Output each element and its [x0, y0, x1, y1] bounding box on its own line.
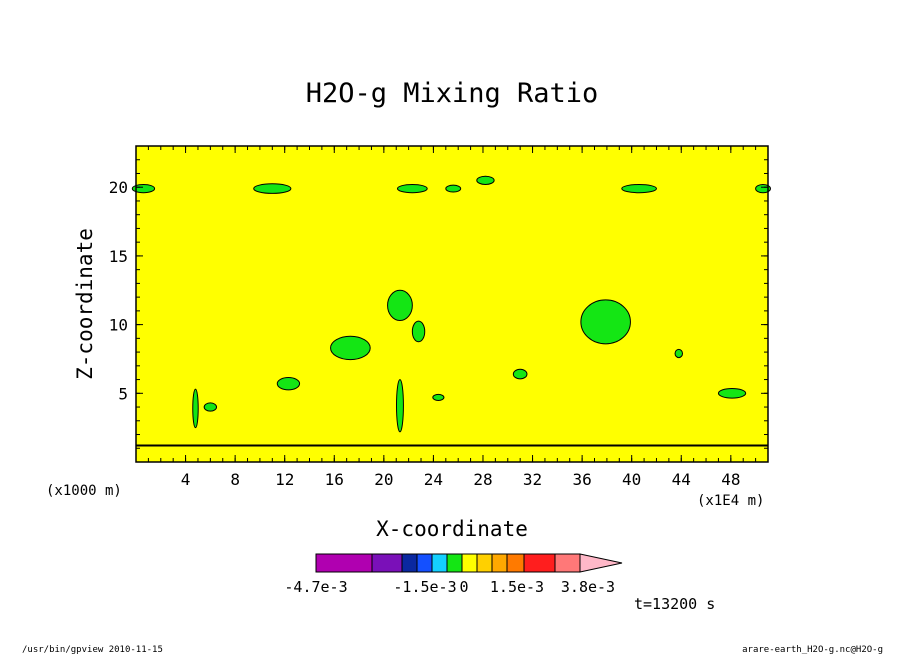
contour-patches [131, 175, 771, 433]
x-tick-label: 16 [325, 470, 344, 489]
colorbar-swatch [371, 553, 403, 573]
colorbar-swatch [446, 553, 463, 573]
contour-patch [330, 335, 371, 361]
contour-patch [253, 183, 292, 194]
colorbar-arrow [579, 553, 623, 573]
colorbar-label: -1.5e-3 [393, 578, 456, 596]
contour-patch [512, 368, 528, 380]
colorbar-swatch [523, 553, 556, 573]
contour-patch [580, 299, 631, 345]
y-axis-label: Z-coordinate [73, 228, 97, 380]
contour-patch [717, 387, 747, 399]
colorbar-label: 1.5e-3 [490, 578, 544, 596]
y-tick-label: 15 [109, 247, 128, 266]
x-tick-label: 24 [424, 470, 443, 489]
x-tick-label: 12 [275, 470, 294, 489]
contour-patch [755, 183, 771, 194]
x-tick-label: 28 [473, 470, 492, 489]
time-label: t=13200 s [634, 595, 715, 613]
contour-patch [476, 175, 495, 185]
colorbar-labels: -4.7e-3 -1.5e-3 0 1.5e-3 3.8e-3 [284, 578, 615, 596]
contour-patch [445, 184, 462, 193]
contour-patch [432, 393, 445, 401]
x-tick-label: 32 [523, 470, 542, 489]
chart-title: H2O-g Mixing Ratio [306, 78, 599, 109]
y-tick-label: 10 [109, 316, 128, 335]
colorbar [315, 553, 623, 573]
contour-patch [387, 289, 413, 321]
contour-patch [621, 183, 657, 194]
contour-patch [276, 377, 301, 391]
plot-frame [135, 145, 769, 463]
x-tick-label: 20 [374, 470, 393, 489]
colorbar-swatch [554, 553, 581, 573]
y-tick-label: 5 [118, 384, 128, 403]
colorbar-label: 0 [459, 578, 468, 596]
x-tick-label: 48 [721, 470, 740, 489]
contour-patch [396, 183, 428, 194]
x-axis-ticks: 4 8 12 16 20 24 28 32 36 40 44 48 [147, 146, 757, 489]
x-unit-left: (x1000 m) [46, 483, 122, 499]
colorbar-label: 3.8e-3 [561, 578, 615, 596]
x-tick-label: 44 [672, 470, 691, 489]
colorbar-swatch [401, 553, 418, 573]
colorbar-swatch [461, 553, 478, 573]
plot-background [136, 146, 768, 462]
contour-patch [131, 183, 156, 194]
x-unit-right: (x1E4 m) [697, 493, 764, 509]
contour-patch [674, 348, 683, 359]
colorbar-swatch [491, 553, 508, 573]
x-axis-label: X-coordinate [376, 517, 528, 541]
x-tick-label: 4 [181, 470, 191, 489]
contour-patch [203, 402, 218, 412]
contour-patch [411, 320, 426, 343]
colorbar-swatch [416, 553, 433, 573]
footer-left: /usr/bin/gpview 2010-11-15 [22, 645, 163, 654]
footer-right: arare-earth_H2O-g.nc@H2O-g [742, 645, 883, 654]
x-tick-label: 8 [230, 470, 240, 489]
y-tick-label: 20 [109, 178, 128, 197]
y-axis-ticks: 5 10 15 20 [109, 159, 768, 449]
colorbar-swatch [476, 553, 493, 573]
x-tick-label: 36 [572, 470, 591, 489]
x-tick-label: 40 [622, 470, 641, 489]
colorbar-label: -4.7e-3 [284, 578, 347, 596]
contour-patch [192, 388, 199, 429]
colorbar-swatch [431, 553, 448, 573]
colorbar-swatch [315, 553, 373, 573]
contour-patch [395, 379, 404, 433]
colorbar-swatch [506, 553, 525, 573]
